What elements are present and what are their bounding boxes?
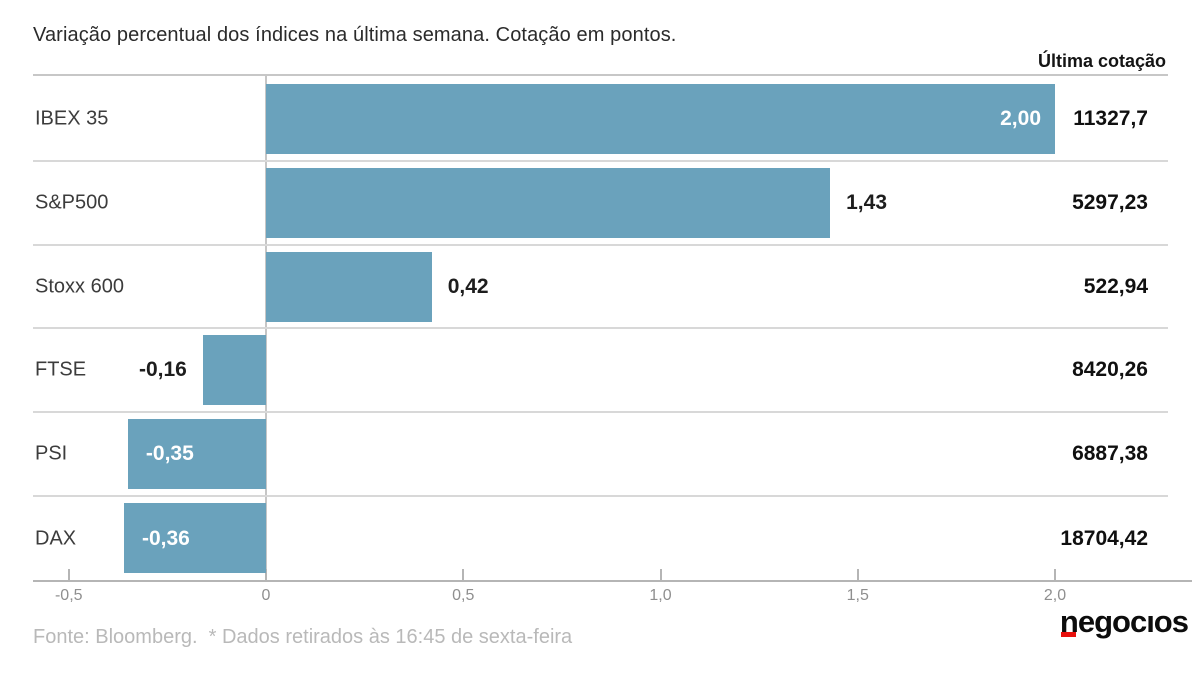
logo-letter-n-text: n [1059,604,1079,639]
axis-tick [659,569,662,580]
last-quote-value: 18704,42 [1060,527,1148,551]
chart-row: IBEX 35 2,00 11327,7 [33,78,1168,162]
value-bar-ftse [202,335,266,406]
logo-letter-n: n [1059,604,1079,640]
chart-title: Variação percentual dos índices na últim… [33,24,677,46]
quote-column-header: Última cotação [1037,51,1166,71]
last-quote-value: 11327,7 [1073,106,1148,130]
bar-value-label: -0,35 [145,442,194,466]
header-divider [33,74,1168,76]
negocios-logo: n egocıos [1059,604,1189,640]
value-bar-ibex-35 [266,84,1055,154]
last-quote-value: 6887,38 [1072,442,1148,466]
axis-tick [265,569,267,580]
chart-row: Stoxx 600 0,42 522,94 [33,246,1168,330]
axis-tick [1054,569,1056,580]
value-bar-s-p500 [266,167,831,238]
chart-row: FTSE -0,16 8420,26 [33,329,1168,414]
bar-value-label: -0,36 [141,527,190,551]
bar-value-label: 0,42 [447,274,489,298]
last-quote-value: 522,94 [1083,274,1148,298]
last-quote-value: 8420,26 [1072,358,1148,382]
category-label: DAX [35,527,77,550]
logo-rest-text: egocıos [1077,604,1189,639]
axis-tick-label: 1,0 [649,587,672,604]
last-quote-value: 5297,23 [1072,190,1148,214]
category-label: Stoxx 600 [35,275,124,298]
category-label: FTSE [35,358,87,381]
source-note: Fonte: Bloomberg. * Dados retirados às 1… [33,626,573,648]
axis-tick-label: 0,5 [452,587,475,604]
axis-tick [462,569,465,580]
chart-row: S&P500 1,43 5297,23 [33,162,1168,246]
chart-row: DAX -0,36 18704,42 [33,497,1168,581]
bar-value-label: 1,43 [846,190,887,214]
category-label: S&P500 [35,191,109,214]
x-axis-line [33,580,1192,582]
chart-row: PSI -0,35 6887,38 [33,413,1168,498]
category-label: PSI [35,442,68,465]
axis-tick-label: 2,0 [1043,587,1067,604]
axis-tick-label: 1,5 [846,587,869,604]
axis-tick-label: -0,5 [54,587,83,604]
logo-red-underline [1060,632,1076,637]
bar-value-label: -0,16 [139,358,187,382]
value-bar-stoxx-600 [266,251,432,322]
bar-value-label: 2,00 [1000,106,1041,130]
value-bar-dax [123,503,266,574]
category-label: IBEX 35 [35,107,109,130]
axis-tick-label: 0 [261,587,271,604]
axis-tick [856,569,859,580]
value-bar-psi [127,419,266,490]
axis-tick [67,569,70,580]
